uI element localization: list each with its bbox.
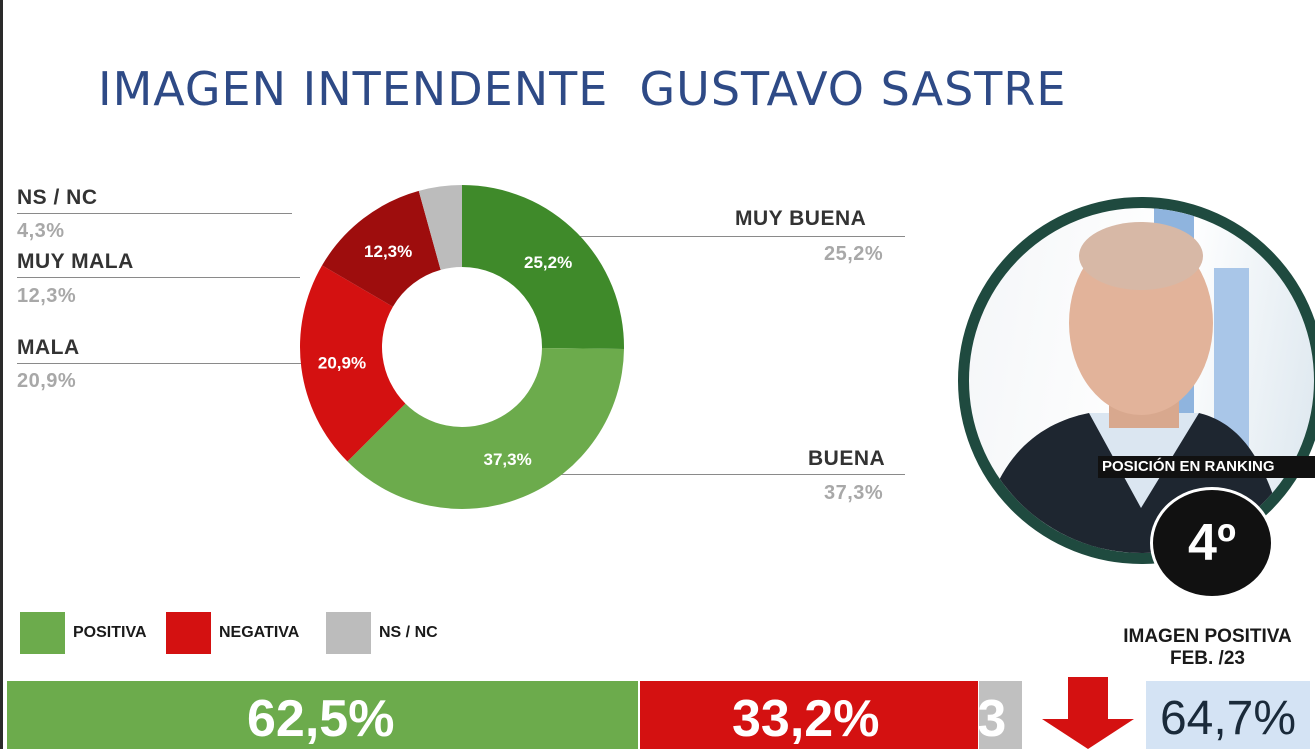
summary-bar-positiva-label: 62,5% xyxy=(247,690,395,748)
donut-label-muy-mala: 12,3% xyxy=(364,242,412,261)
left-edge xyxy=(0,0,3,749)
legend-label-ns-nc: NS / NC xyxy=(379,624,438,641)
donut-label-buena: 37,3% xyxy=(483,450,531,469)
head-top xyxy=(1079,222,1203,290)
value-mala: 20,9% xyxy=(17,370,77,392)
imagen-positiva-title-line1: IMAGEN POSITIVA xyxy=(1123,626,1292,647)
donut-label-muy-buena: 25,2% xyxy=(524,253,572,272)
leader-line-muy-buena xyxy=(570,236,905,237)
summary-bar-negativa: 33,2% xyxy=(640,681,978,749)
ranking-badge: 4º xyxy=(1150,487,1274,599)
legend-swatch-positiva xyxy=(20,612,65,654)
legend-swatch-ns-nc xyxy=(326,612,371,654)
value-muy-mala: 12,3% xyxy=(17,285,77,307)
imagen-positiva-title: IMAGEN POSITIVA FEB. /23 xyxy=(1100,626,1315,670)
summary-bar-positiva: 62,5% xyxy=(7,681,638,749)
summary-bar-ns-nc: 4,3 xyxy=(979,681,1022,749)
value-muy-buena: 25,2% xyxy=(824,243,884,265)
imagen-positiva-title-line2: FEB. /23 xyxy=(1170,648,1245,669)
leader-line-buena xyxy=(530,474,905,475)
ranking-label: POSICIÓN EN RANKING xyxy=(1098,456,1315,478)
imagen-positiva-previous: 64,7% xyxy=(1146,681,1310,749)
label-muy-mala: MUY MALA xyxy=(17,250,134,273)
legend-label-negativa: NEGATIVA xyxy=(219,624,300,641)
imagen-positiva-value: 64,7% xyxy=(1159,692,1297,745)
down-arrow-icon xyxy=(1042,677,1134,749)
donut-slice-ns-nc xyxy=(418,185,462,270)
label-muy-buena: MUY BUENA xyxy=(735,207,867,230)
value-buena: 37,3% xyxy=(824,482,884,504)
summary-bar-negativa-label: 33,2% xyxy=(732,690,880,748)
label-ns-nc: NS / NC xyxy=(17,186,98,209)
value-ns-nc: 4,3% xyxy=(17,220,65,242)
donut-slice-buena xyxy=(347,348,624,510)
label-buena: BUENA xyxy=(808,447,886,470)
donut-slice-muy-buena xyxy=(462,185,624,350)
donut-chart: 25,2% 37,3% 20,9% 12,3% xyxy=(299,185,624,510)
portrait-illustration xyxy=(979,208,1289,553)
leader-line-ns-nc xyxy=(17,213,292,214)
intendente-photo xyxy=(958,197,1315,564)
label-mala: MALA xyxy=(17,336,80,359)
donut-label-mala: 20,9% xyxy=(318,354,366,373)
legend-label-positiva: POSITIVA xyxy=(73,624,147,641)
leader-line-muy-mala xyxy=(17,277,300,278)
legend-swatch-negativa xyxy=(166,612,211,654)
donut-slice-mala xyxy=(299,265,406,462)
summary-bar-ns-nc-label: 4,3 xyxy=(979,690,1007,748)
leader-line-mala xyxy=(17,363,302,364)
page-title: IMAGEN INTENDENTE GUSTAVO SASTRE xyxy=(98,62,1067,116)
donut-slice-muy-mala xyxy=(322,190,441,307)
